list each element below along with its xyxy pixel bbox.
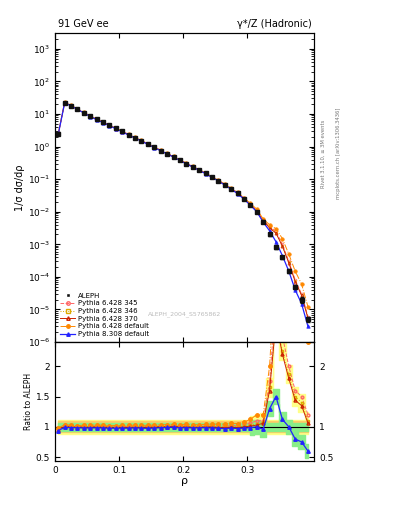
X-axis label: ρ: ρ: [181, 476, 188, 486]
Legend: ALEPH, Pythia 6.428 345, Pythia 6.428 346, Pythia 6.428 370, Pythia 6.428 defaul: ALEPH, Pythia 6.428 345, Pythia 6.428 34…: [59, 291, 151, 338]
Text: mcplots.cern.ch [arXiv:1306.3436]: mcplots.cern.ch [arXiv:1306.3436]: [336, 108, 341, 199]
Text: Rivet 3.1.10, ≥ 3M events: Rivet 3.1.10, ≥ 3M events: [320, 119, 325, 188]
Text: γ*/Z (Hadronic): γ*/Z (Hadronic): [237, 18, 312, 29]
Y-axis label: 1/σ dσ/dρ: 1/σ dσ/dρ: [15, 164, 25, 211]
Text: ALEPH_2004_S5765862: ALEPH_2004_S5765862: [148, 312, 221, 317]
Text: 91 GeV ee: 91 GeV ee: [58, 18, 108, 29]
Y-axis label: Ratio to ALEPH: Ratio to ALEPH: [24, 373, 33, 430]
